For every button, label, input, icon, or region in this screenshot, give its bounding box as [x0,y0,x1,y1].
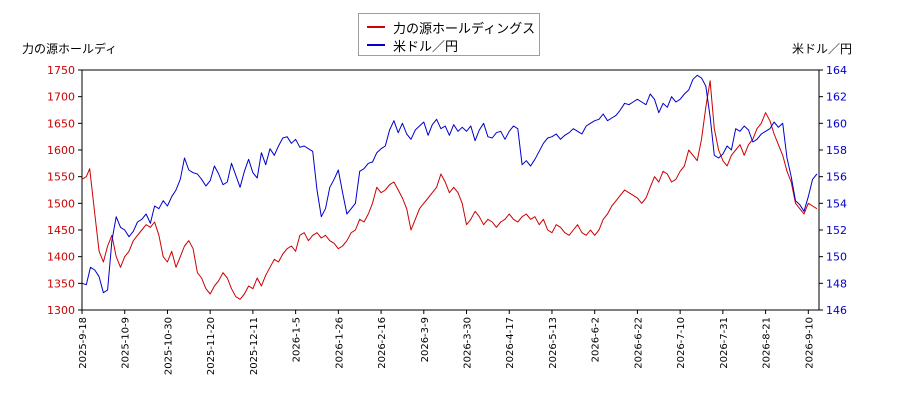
legend-item-series-1: 力の源ホールディングス [367,18,536,37]
y-axis-left-label: 力の源ホールディ [22,42,118,56]
x-tick-label: 2026-7-10 [676,317,687,369]
x-tick-label: 2025-12-11 [249,317,260,375]
y-left-tick-label: 1700 [47,91,75,104]
y-right-tick-label: 152 [826,224,847,237]
y-left-tick-label: 1500 [47,197,75,210]
x-tick-label: 2026-2-16 [377,317,388,369]
x-tick-label: 2025-10-9 [121,317,132,369]
series-line-1 [81,80,818,300]
x-tick-label: 2025-11-20 [206,317,217,375]
y-left-tick-label: 1750 [47,64,75,77]
y-left-tick-label: 1300 [47,304,75,317]
x-tick-label: 2026-1-26 [334,317,345,369]
y-left-tick-label: 1600 [47,144,75,157]
x-axis: 2025-9-18 2025-10-9 2025-10-30 2025-11-20 20… [78,310,815,375]
x-tick-label: 2026-3-9 [420,317,431,362]
plot-frame [81,69,820,311]
x-tick-label: 2026-7-31 [719,317,730,369]
y-right-tick-label: 154 [826,197,847,210]
legend-label-series-1: 力の源ホールディングス [393,21,536,37]
series-line-2 [81,74,818,294]
legend-label-series-2: 米ドル／円 [393,39,459,55]
y-right-tick-label: 156 [826,171,847,184]
y-right-tick-label: 158 [826,144,847,157]
x-tick-label: 2026-6-2 [591,317,602,362]
y-axis-left: 1300 1350 1400 1450 1500 1550 1600 1650 1700 1750 [47,64,82,317]
y-right-tick-label: 146 [826,304,847,317]
legend-swatch-series-2 [367,44,385,46]
y-axis-right: 146 148 150 152 154 156 158 160 162 164 [819,64,847,317]
y-right-tick-label: 148 [826,277,847,290]
y-left-tick-label: 1450 [47,224,75,237]
y-right-tick-label: 150 [826,251,847,264]
x-tick-label: 2026-5-13 [548,317,559,369]
plot-border [81,69,820,311]
y-left-tick-label: 1400 [47,251,75,264]
y-left-tick-label: 1550 [47,171,75,184]
series-layer [81,74,818,300]
x-tick-label: 2026-4-17 [505,317,516,369]
y-right-tick-label: 160 [826,117,847,130]
x-tick-label: 2026-6-22 [633,317,644,369]
y-right-tick-label: 162 [826,91,847,104]
x-tick-label: 2025-9-18 [78,317,89,369]
y-right-tick-label: 164 [826,64,847,77]
x-tick-label: 2026-1-5 [292,317,303,362]
legend-item-series-2: 米ドル／円 [367,36,459,55]
x-tick-label: 2026-3-30 [463,317,474,369]
x-tick-label: 2026-9-10 [804,317,815,369]
x-tick-label: 2025-10-30 [163,317,174,375]
y-left-tick-label: 1650 [47,117,75,130]
legend-swatch-series-1 [367,26,385,28]
x-tick-label: 2026-8-21 [762,317,773,369]
legend: 力の源ホールディングス 米ドル／円 [358,13,540,56]
y-left-tick-label: 1350 [47,277,75,290]
y-axis-right-label: 米ドル／円 [791,42,852,56]
